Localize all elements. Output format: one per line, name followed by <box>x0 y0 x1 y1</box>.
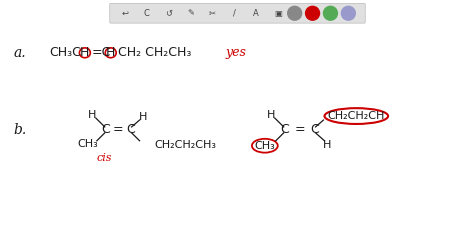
Text: C: C <box>126 123 135 136</box>
Text: ✂: ✂ <box>209 9 216 18</box>
Text: ↩: ↩ <box>121 9 128 18</box>
Text: /: / <box>233 9 236 18</box>
Text: H: H <box>323 140 332 150</box>
Text: yes: yes <box>225 46 246 59</box>
Text: cis: cis <box>96 153 111 163</box>
Text: ↺: ↺ <box>165 9 172 18</box>
Text: ✎: ✎ <box>187 9 194 18</box>
Text: =: = <box>294 123 305 136</box>
Text: CH₃: CH₃ <box>78 139 98 149</box>
Text: CH₃: CH₃ <box>255 141 275 151</box>
Circle shape <box>288 6 301 20</box>
Text: H: H <box>266 110 275 120</box>
Circle shape <box>323 6 337 20</box>
Text: CH₂ CH₂CH₃: CH₂ CH₂CH₃ <box>118 46 191 59</box>
Text: CH₂CH₂CH₃: CH₂CH₂CH₃ <box>155 140 217 150</box>
Text: CH₂CH₂CH: CH₂CH₂CH <box>328 111 385 121</box>
Text: a.: a. <box>13 46 26 60</box>
Circle shape <box>341 6 356 20</box>
Text: C: C <box>101 123 110 136</box>
Text: =C: =C <box>92 46 111 59</box>
Text: H: H <box>88 110 96 120</box>
Text: =: = <box>112 123 123 136</box>
Text: A: A <box>253 9 259 18</box>
Text: H: H <box>80 46 90 59</box>
Text: C: C <box>310 123 319 136</box>
Text: H: H <box>139 112 148 122</box>
Text: CH₃C: CH₃C <box>49 46 81 59</box>
Circle shape <box>306 6 319 20</box>
Text: C: C <box>144 9 149 18</box>
Text: C: C <box>280 123 289 136</box>
FancyBboxPatch shape <box>110 3 365 23</box>
Text: H: H <box>106 46 116 59</box>
Text: b.: b. <box>13 123 27 137</box>
Text: ▣: ▣ <box>274 9 282 18</box>
